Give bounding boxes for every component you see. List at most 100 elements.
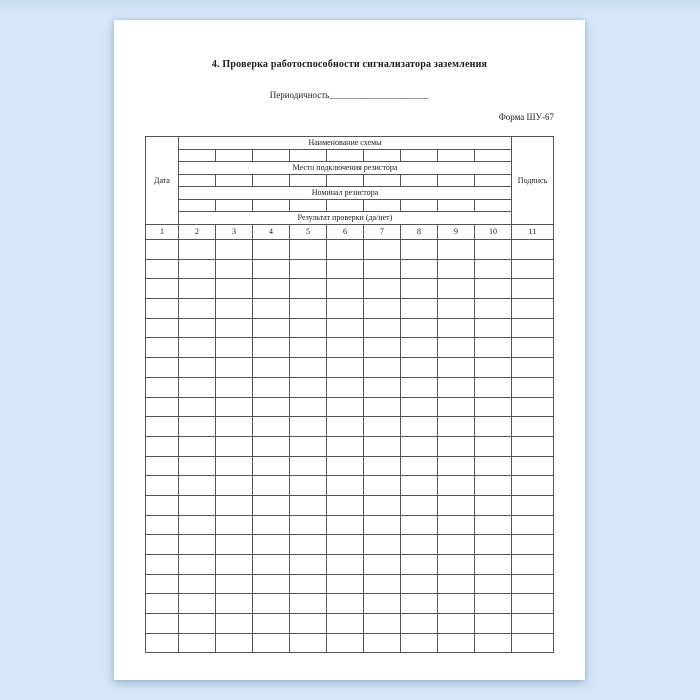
empty-cell <box>400 593 438 615</box>
empty-cell <box>178 239 216 260</box>
table-row <box>145 534 554 555</box>
empty-cell <box>400 278 438 300</box>
column-number: 9 <box>437 224 475 240</box>
empty-cell <box>145 593 179 615</box>
empty-cell <box>474 573 512 595</box>
empty-cell <box>326 514 364 536</box>
empty-cell <box>252 357 290 378</box>
table-row <box>145 455 554 477</box>
empty-cell <box>363 435 401 457</box>
empty-cell <box>252 278 290 300</box>
empty-cell <box>215 239 253 260</box>
empty-cell <box>474 337 512 359</box>
resistor-place-value-row <box>146 174 554 187</box>
empty-cell <box>289 514 327 536</box>
empty-cell <box>437 199 475 212</box>
empty-cell <box>437 357 475 378</box>
empty-cell <box>400 357 438 378</box>
empty-cell <box>215 298 253 319</box>
empty-cell <box>215 455 253 477</box>
empty-cell <box>289 317 327 339</box>
empty-cell <box>363 573 401 595</box>
empty-cell <box>326 475 364 496</box>
table-row <box>145 573 554 595</box>
empty-cell <box>511 396 554 418</box>
empty-cell <box>363 258 401 280</box>
empty-cell <box>252 514 290 536</box>
column-number: 6 <box>326 224 364 240</box>
empty-cell <box>437 475 475 496</box>
column-numbers-row: 1 2 3 4 5 6 7 8 9 10 11 <box>145 224 554 240</box>
empty-cell <box>145 455 179 477</box>
table-row <box>145 396 554 418</box>
table-row <box>145 514 554 536</box>
empty-cell <box>400 239 438 260</box>
column-number: 3 <box>215 224 253 240</box>
empty-cell <box>400 258 438 280</box>
empty-cell <box>474 475 512 496</box>
empty-cell <box>178 376 216 398</box>
empty-cell <box>437 376 475 398</box>
empty-cell <box>400 514 438 536</box>
empty-cell <box>511 514 554 536</box>
empty-cell <box>400 435 438 457</box>
empty-cell <box>178 298 216 319</box>
empty-cell <box>215 632 253 654</box>
empty-cell <box>252 416 290 437</box>
empty-cell <box>252 174 290 187</box>
empty-cell <box>178 593 216 615</box>
empty-cell <box>437 239 475 260</box>
empty-cell <box>326 396 364 418</box>
empty-cell <box>474 514 512 536</box>
empty-cell <box>145 357 179 378</box>
empty-cell <box>215 337 253 359</box>
empty-cell <box>326 593 364 615</box>
column-number: 2 <box>178 224 216 240</box>
empty-cell <box>178 534 216 555</box>
empty-cell <box>178 258 216 280</box>
empty-cell <box>511 337 554 359</box>
empty-cell <box>326 455 364 477</box>
column-number: 5 <box>289 224 327 240</box>
empty-cell <box>289 455 327 477</box>
empty-cell <box>363 455 401 477</box>
empty-cell <box>474 278 512 300</box>
empty-cell <box>437 278 475 300</box>
empty-cell <box>252 376 290 398</box>
empty-cell <box>400 337 438 359</box>
empty-cell <box>437 514 475 536</box>
empty-cell <box>326 435 364 457</box>
empty-cell <box>474 632 512 654</box>
empty-cell <box>215 174 253 187</box>
empty-cell <box>252 534 290 555</box>
empty-cell <box>289 278 327 300</box>
empty-cell <box>178 337 216 359</box>
empty-cell <box>252 494 290 516</box>
empty-cell <box>511 317 554 339</box>
empty-cell <box>474 416 512 437</box>
empty-cell <box>400 494 438 516</box>
empty-cell <box>252 337 290 359</box>
group-header-resistor-nominal: Номинал резистора <box>178 186 512 200</box>
empty-cell <box>400 174 438 187</box>
empty-cell <box>252 396 290 418</box>
empty-cell <box>145 337 179 359</box>
group-header-resistor-place: Место подключения резистора <box>178 161 512 175</box>
empty-cell <box>178 435 216 457</box>
table-row <box>145 278 554 300</box>
empty-cell <box>215 317 253 339</box>
empty-cell <box>215 593 253 615</box>
header-row-resistor-place: Место подключения резистора <box>146 161 554 175</box>
empty-cell <box>326 613 364 634</box>
empty-cell <box>437 149 475 162</box>
empty-cell <box>437 554 475 575</box>
empty-cell <box>289 475 327 496</box>
header-row-check-result: Результат проверки (да/нет) <box>146 211 554 225</box>
column-number: 8 <box>400 224 438 240</box>
empty-cell <box>215 554 253 575</box>
empty-cell <box>252 239 290 260</box>
empty-cell <box>215 258 253 280</box>
empty-cell <box>326 357 364 378</box>
empty-cell <box>289 357 327 378</box>
empty-cell <box>511 573 554 595</box>
